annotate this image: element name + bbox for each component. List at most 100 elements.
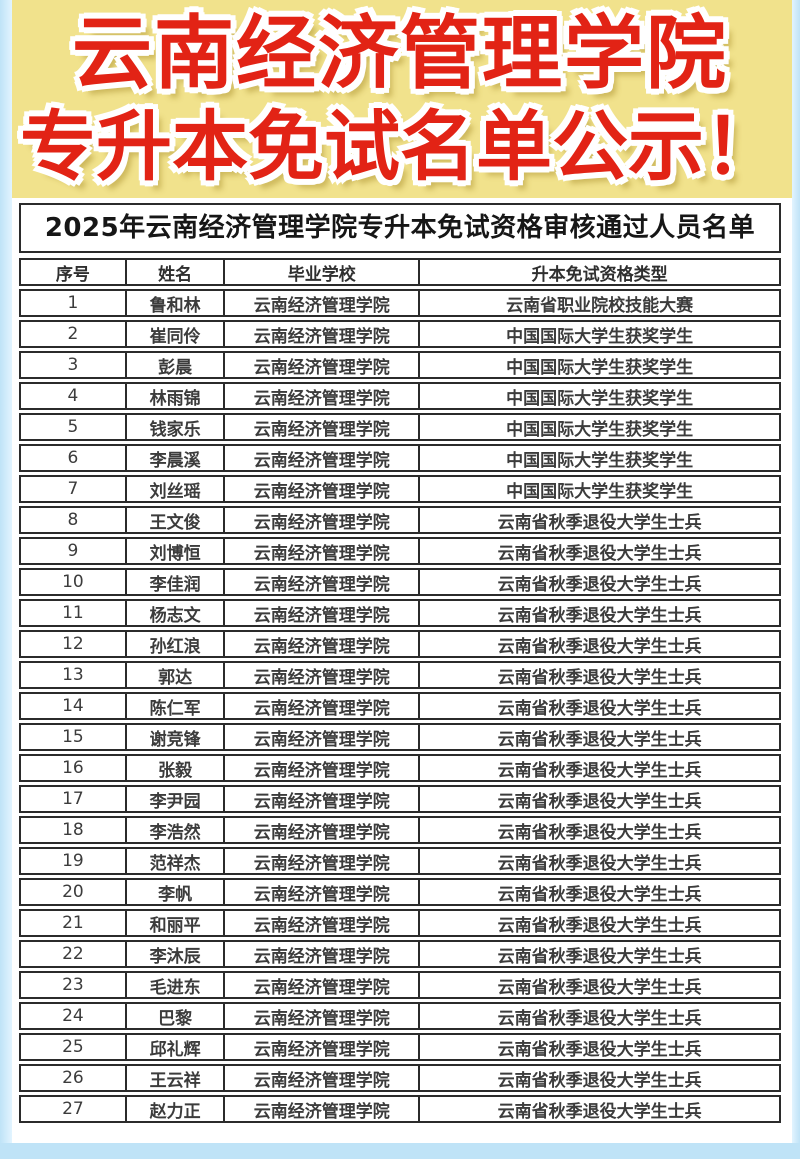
row-number: 16 bbox=[62, 758, 84, 778]
graduation-school: 云南经济管理学院 bbox=[223, 601, 418, 625]
row-number: 12 bbox=[62, 634, 84, 654]
table-row: 10 李佳润 云南经济管理学院 云南省秋季退役大学生士兵 bbox=[19, 568, 781, 596]
student-name: 钱家乐 bbox=[124, 415, 224, 439]
row-number: 5 bbox=[67, 417, 79, 437]
student-name: 范祥杰 bbox=[124, 849, 224, 873]
student-name: 邱礼辉 bbox=[124, 1035, 224, 1059]
graduation-school: 云南经济管理学院 bbox=[223, 1004, 418, 1028]
qualification-type: 云南省秋季退役大学生士兵 bbox=[418, 1004, 779, 1028]
graduation-school: 云南经济管理学院 bbox=[223, 725, 418, 749]
student-name: 王云祥 bbox=[124, 1066, 224, 1090]
qualification-type: 云南省秋季退役大学生士兵 bbox=[418, 973, 779, 997]
graduation-school: 云南经济管理学院 bbox=[223, 1035, 418, 1059]
student-name: 郭达 bbox=[124, 663, 224, 687]
graduation-school: 云南经济管理学院 bbox=[223, 818, 418, 842]
qualification-type: 云南省秋季退役大学生士兵 bbox=[418, 725, 779, 749]
table-row: 22 李沐辰 云南经济管理学院 云南省秋季退役大学生士兵 bbox=[19, 940, 781, 968]
row-number: 24 bbox=[62, 1006, 84, 1026]
qualification-type: 云南省秋季退役大学生士兵 bbox=[418, 818, 779, 842]
student-name: 李沐辰 bbox=[124, 942, 224, 966]
row-number: 13 bbox=[62, 665, 84, 685]
row-number: 8 bbox=[67, 510, 79, 530]
graduation-school: 云南经济管理学院 bbox=[223, 973, 418, 997]
table-row: 14 陈仁军 云南经济管理学院 云南省秋季退役大学生士兵 bbox=[19, 692, 781, 720]
row-number: 9 bbox=[67, 541, 79, 561]
row-number: 22 bbox=[62, 944, 84, 964]
graduation-school: 云南经济管理学院 bbox=[223, 787, 418, 811]
row-number: 21 bbox=[62, 913, 84, 933]
graduation-school: 云南经济管理学院 bbox=[223, 384, 418, 408]
student-name: 林雨锦 bbox=[124, 384, 224, 408]
graduation-school: 云南经济管理学院 bbox=[223, 477, 418, 501]
row-number: 23 bbox=[62, 975, 84, 995]
graduation-school: 云南经济管理学院 bbox=[223, 291, 418, 315]
row-number: 4 bbox=[67, 386, 79, 406]
row-number: 19 bbox=[62, 851, 84, 871]
student-name: 彭晨 bbox=[124, 353, 224, 377]
graduation-school: 云南经济管理学院 bbox=[223, 1097, 418, 1121]
table-row: 7 刘丝瑶 云南经济管理学院 中国国际大学生获奖学生 bbox=[19, 475, 781, 503]
row-number: 10 bbox=[62, 572, 84, 592]
table-row: 20 李帆 云南经济管理学院 云南省秋季退役大学生士兵 bbox=[19, 878, 781, 906]
graduation-school: 云南经济管理学院 bbox=[223, 570, 418, 594]
graduation-school: 云南经济管理学院 bbox=[223, 353, 418, 377]
row-number: 14 bbox=[62, 696, 84, 716]
row-number: 6 bbox=[67, 448, 79, 468]
table-row: 16 张毅 云南经济管理学院 云南省秋季退役大学生士兵 bbox=[19, 754, 781, 782]
column-header-name: 姓名 bbox=[124, 260, 224, 284]
frame-edge-right bbox=[792, 0, 800, 1159]
qualification-type: 云南省秋季退役大学生士兵 bbox=[418, 787, 779, 811]
row-number: 2 bbox=[67, 324, 79, 344]
table-row: 18 李浩然 云南经济管理学院 云南省秋季退役大学生士兵 bbox=[19, 816, 781, 844]
qualification-type: 中国国际大学生获奖学生 bbox=[418, 446, 779, 470]
row-number: 20 bbox=[62, 882, 84, 902]
graduation-school: 云南经济管理学院 bbox=[223, 694, 418, 718]
qualification-type: 云南省秋季退役大学生士兵 bbox=[418, 1035, 779, 1059]
graduation-school: 云南经济管理学院 bbox=[223, 663, 418, 687]
graduation-school: 云南经济管理学院 bbox=[223, 508, 418, 532]
qualification-type: 云南省秋季退役大学生士兵 bbox=[418, 880, 779, 904]
table-row: 27 赵力正 云南经济管理学院 云南省秋季退役大学生士兵 bbox=[19, 1095, 781, 1123]
row-number: 18 bbox=[62, 820, 84, 840]
student-name: 崔同伶 bbox=[124, 322, 224, 346]
exemption-list-table: 2025年云南经济管理学院专升本免试资格审核通过人员名单 序号 姓名 毕业学校 … bbox=[19, 203, 781, 1126]
graduation-school: 云南经济管理学院 bbox=[223, 942, 418, 966]
table-row: 12 孙红浪 云南经济管理学院 云南省秋季退役大学生士兵 bbox=[19, 630, 781, 658]
table-row: 5 钱家乐 云南经济管理学院 中国国际大学生获奖学生 bbox=[19, 413, 781, 441]
hero-banner: 云南经济管理学院 专升本免试名单公示！ bbox=[0, 0, 800, 198]
qualification-type: 云南省秋季退役大学生士兵 bbox=[418, 911, 779, 935]
student-name: 李帆 bbox=[124, 880, 224, 904]
student-name: 赵力正 bbox=[124, 1097, 224, 1121]
table-row: 3 彭晨 云南经济管理学院 中国国际大学生获奖学生 bbox=[19, 351, 781, 379]
table-row: 19 范祥杰 云南经济管理学院 云南省秋季退役大学生士兵 bbox=[19, 847, 781, 875]
student-name: 和丽平 bbox=[124, 911, 224, 935]
qualification-type: 云南省秋季退役大学生士兵 bbox=[418, 539, 779, 563]
table-row: 23 毛进东 云南经济管理学院 云南省秋季退役大学生士兵 bbox=[19, 971, 781, 999]
qualification-type: 云南省秋季退役大学生士兵 bbox=[418, 601, 779, 625]
row-number: 7 bbox=[67, 479, 79, 499]
table-row: 2 崔同伶 云南经济管理学院 中国国际大学生获奖学生 bbox=[19, 320, 781, 348]
student-name: 李佳润 bbox=[124, 570, 224, 594]
column-header-school: 毕业学校 bbox=[223, 260, 418, 284]
frame-edge-left bbox=[0, 0, 12, 1159]
table-header-row: 序号 姓名 毕业学校 升本免试资格类型 bbox=[19, 258, 781, 286]
qualification-type: 云南省秋季退役大学生士兵 bbox=[418, 694, 779, 718]
hero-title-line1: 云南经济管理学院 bbox=[72, 7, 728, 100]
table-row: 8 王文俊 云南经济管理学院 云南省秋季退役大学生士兵 bbox=[19, 506, 781, 534]
qualification-type: 云南省秋季退役大学生士兵 bbox=[418, 632, 779, 656]
student-name: 巴黎 bbox=[124, 1004, 224, 1028]
hero-title-line2: 专升本免试名单公示！ bbox=[20, 102, 780, 191]
row-number: 25 bbox=[62, 1037, 84, 1057]
table-row: 15 谢竞锋 云南经济管理学院 云南省秋季退役大学生士兵 bbox=[19, 723, 781, 751]
student-name: 张毅 bbox=[124, 756, 224, 780]
table-body: 1 鲁和林 云南经济管理学院 云南省职业院校技能大赛 2 崔同伶 云南经济管理学院 中国国际大… bbox=[19, 289, 781, 1123]
row-number: 1 bbox=[67, 293, 79, 313]
graduation-school: 云南经济管理学院 bbox=[223, 756, 418, 780]
table-row: 26 王云祥 云南经济管理学院 云南省秋季退役大学生士兵 bbox=[19, 1064, 781, 1092]
student-name: 李晨溪 bbox=[124, 446, 224, 470]
row-number: 11 bbox=[62, 603, 84, 623]
student-name: 毛进东 bbox=[124, 973, 224, 997]
graduation-school: 云南经济管理学院 bbox=[223, 911, 418, 935]
graduation-school: 云南经济管理学院 bbox=[223, 632, 418, 656]
